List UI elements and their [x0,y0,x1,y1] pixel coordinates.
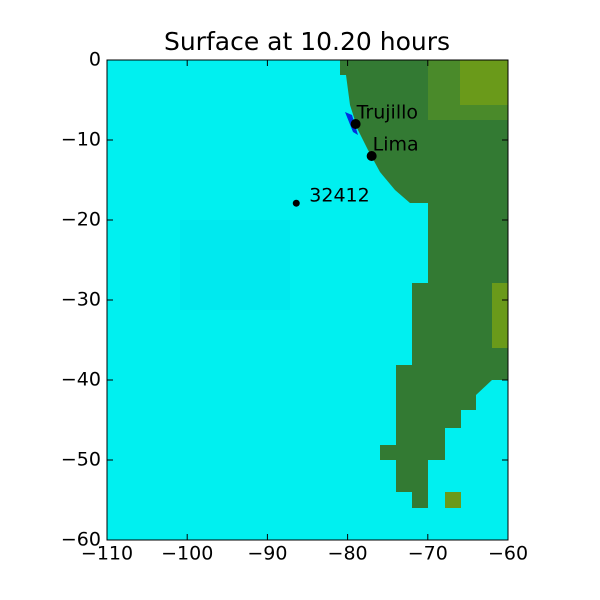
point [292,199,300,207]
point [366,151,377,161]
highland [492,283,508,348]
y-tick-label: −50 [61,449,101,471]
y-tick-label: −40 [61,369,101,391]
chart-title: Surface at 10.20 hours [164,27,450,56]
highland [445,492,461,508]
x-tick-label: −60 [488,543,528,565]
ocean-shade [180,220,290,310]
point-label: Lima [373,134,419,156]
point [350,119,361,129]
highland [460,60,508,105]
y-tick-label: −10 [61,129,101,151]
point-label: 32412 [309,185,369,207]
y-tick-label: −20 [61,209,101,231]
x-tick-label: −70 [408,543,448,565]
point-label: Trujillo [356,102,418,124]
y-tick-label: −60 [61,529,101,551]
y-tick-label: −30 [61,289,101,311]
x-tick-label: −110 [81,543,133,565]
x-tick-label: −100 [161,543,213,565]
y-tick-label: 0 [89,49,101,71]
x-tick-label: −80 [328,543,368,565]
land [340,60,508,508]
x-tick-label: −90 [247,543,287,565]
